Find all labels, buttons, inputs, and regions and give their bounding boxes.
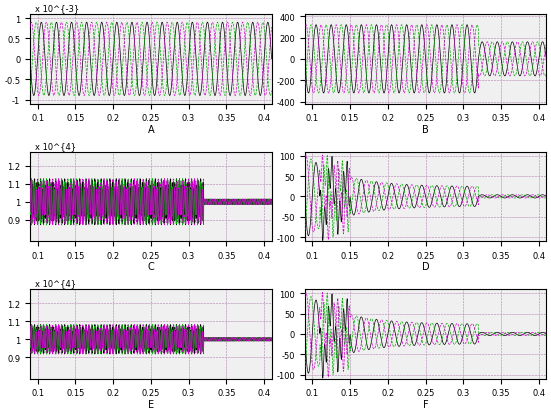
X-axis label: A: A (148, 124, 154, 135)
X-axis label: D: D (422, 262, 429, 272)
X-axis label: F: F (423, 399, 428, 409)
X-axis label: E: E (148, 399, 154, 409)
X-axis label: B: B (422, 124, 429, 135)
X-axis label: C: C (148, 262, 154, 272)
Text: x 10^{4}: x 10^{4} (35, 141, 76, 150)
Text: x 10^{-3}: x 10^{-3} (35, 4, 79, 13)
Text: x 10^{4}: x 10^{4} (35, 279, 76, 287)
